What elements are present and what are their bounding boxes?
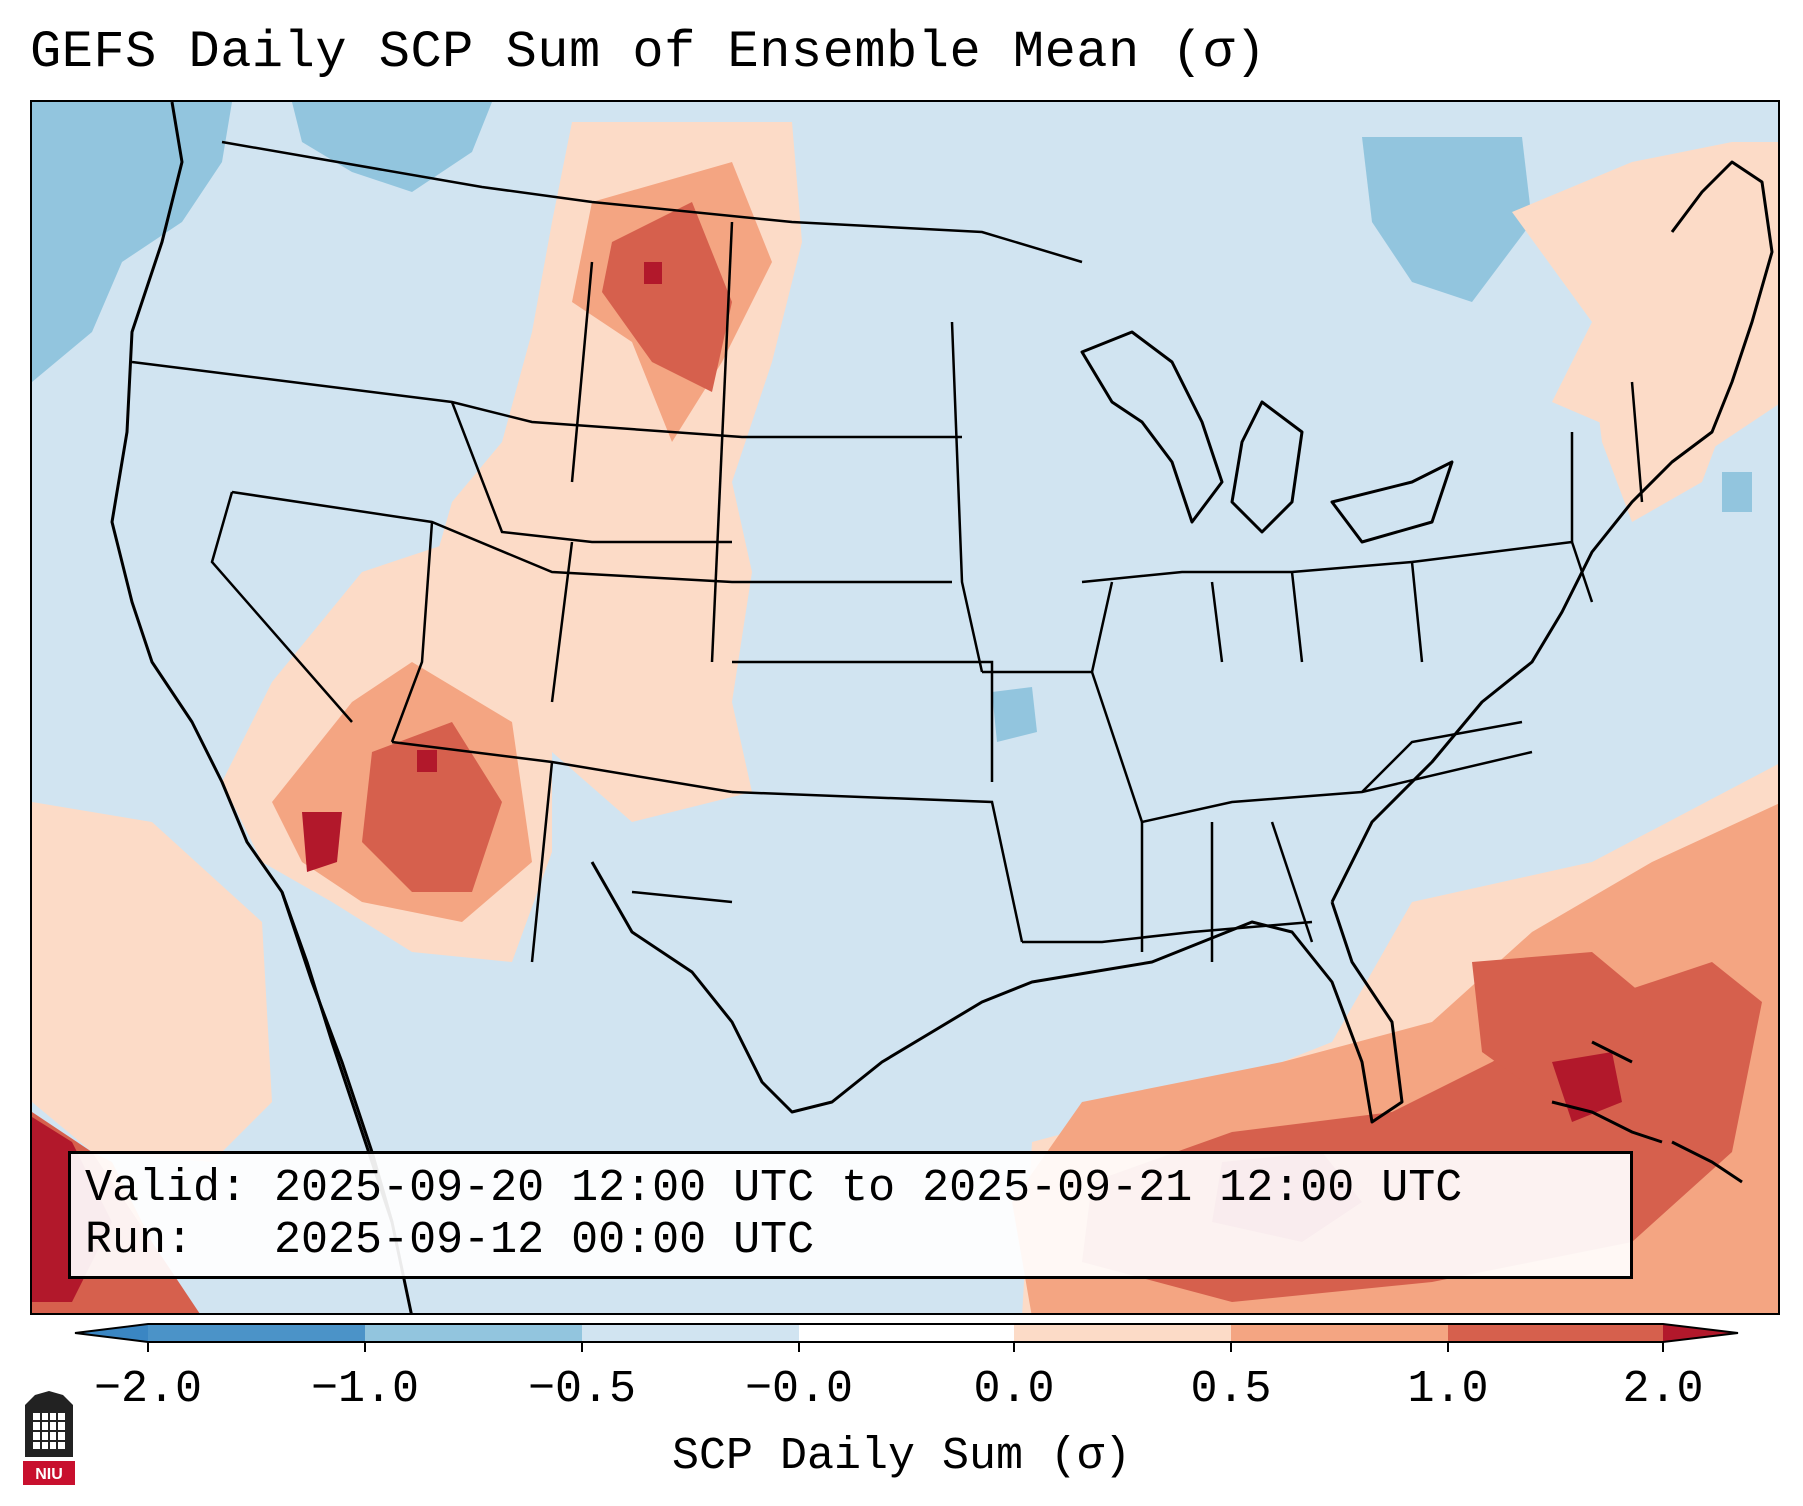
positive-anomaly-patch (302, 812, 342, 872)
colorbar-tick-label: −0.0 (744, 1364, 854, 1415)
state-border (1630, 381, 1644, 503)
state-border (1090, 671, 1533, 824)
great-lakes (1230, 400, 1304, 534)
colorbar-tick-label: 1.0 (1407, 1364, 1489, 1415)
negative-anomaly-patch (292, 102, 492, 192)
valid-time-range: 2025-09-20 12:00 UTC to 2025-09-21 12:00… (274, 1163, 1463, 1214)
colorbar-bin (1231, 1324, 1448, 1342)
valid-line: Valid: 2025-09-20 12:00 UTC to 2025-09-2… (85, 1162, 1462, 1216)
state-border (950, 321, 984, 673)
chart-title: GEFS Daily SCP Sum of Ensemble Mean (σ) (30, 23, 1267, 82)
state-border (732, 660, 994, 782)
state-border (390, 521, 434, 743)
colorbar-extend-min (75, 1324, 148, 1342)
east-coast (1330, 160, 1774, 903)
logo-text: NIU (35, 1466, 63, 1483)
negative-anomaly-patch (1362, 137, 1532, 302)
colorbar-tick-label: −1.0 (310, 1364, 420, 1415)
colorbar-bin (148, 1324, 365, 1342)
positive-anomaly-patch (362, 722, 502, 892)
state-border (1081, 560, 1413, 584)
positive-anomaly-patch (1552, 1052, 1622, 1122)
colorbar-bin (582, 1324, 799, 1342)
niu-logo: NIU (23, 1391, 75, 1485)
gulf-coast (590, 861, 1404, 1124)
state-border (1270, 821, 1314, 943)
state-border (1411, 540, 1594, 603)
state-border (1410, 561, 1424, 663)
state-border (210, 491, 353, 723)
colorbar-outline (74, 1323, 1739, 1343)
state-border (1022, 920, 1313, 944)
colorbar-tick-label: 0.0 (973, 1364, 1055, 1415)
state-border (550, 541, 574, 703)
state-border (731, 790, 1024, 943)
state-border (982, 581, 1114, 674)
caribbean-islands (1551, 1040, 1743, 1184)
west-coast (110, 102, 413, 1313)
island-outline (1551, 1100, 1663, 1144)
map-canvas (32, 102, 1778, 1313)
positive-anomaly-patch (602, 202, 732, 392)
state-borders (131, 140, 1644, 963)
scp-anomaly-field (32, 102, 1778, 1313)
negative-anomaly-patch (992, 687, 1037, 742)
canada-border (221, 140, 1083, 264)
colorbar-bin (1448, 1324, 1663, 1342)
validity-info-box: Valid: 2025-09-20 12:00 UTC to 2025-09-2… (68, 1151, 1633, 1279)
colorbar-bin (365, 1324, 582, 1342)
positive-anomaly-patch (417, 750, 437, 772)
state-border (710, 221, 734, 663)
colorbar-tick-label: −2.0 (93, 1364, 203, 1415)
valid-label: Valid: (85, 1163, 248, 1214)
state-border (1361, 720, 1523, 793)
negative-anomaly-patch (32, 102, 232, 382)
island-outline (1671, 1140, 1743, 1184)
run-line: Run: 2025-09-12 00:00 UTC (85, 1214, 814, 1268)
state-border (1290, 571, 1304, 663)
positive-anomaly-patch (32, 802, 272, 1162)
run-time: 2025-09-12 00:00 UTC (274, 1215, 815, 1266)
run-label: Run: (85, 1215, 194, 1266)
state-border (530, 761, 554, 963)
state-border (450, 401, 732, 544)
state-border (570, 261, 594, 483)
state-border (131, 360, 962, 439)
positive-anomaly-patch (1592, 342, 1732, 522)
great-lakes (1080, 330, 1224, 524)
colorbar-extend-max (1663, 1324, 1738, 1342)
colorbar-tick-label: 2.0 (1622, 1364, 1704, 1415)
colorbar-bin (799, 1324, 1014, 1342)
state-border (631, 890, 733, 904)
positive-anomaly-patch (644, 262, 662, 284)
colorbar-bin (1014, 1324, 1231, 1342)
state-border (231, 490, 952, 584)
great-lakes (1330, 460, 1454, 544)
state-border (1210, 581, 1224, 663)
island-outline (1591, 1040, 1633, 1064)
negative-anomaly-patch (1722, 472, 1752, 512)
colorbar-label: SCP Daily Sum (σ) (671, 1431, 1132, 1482)
colorbar-tick-label: −0.5 (527, 1364, 637, 1415)
map-panel (30, 100, 1780, 1315)
colorbar-tick-label: 0.5 (1190, 1364, 1272, 1415)
